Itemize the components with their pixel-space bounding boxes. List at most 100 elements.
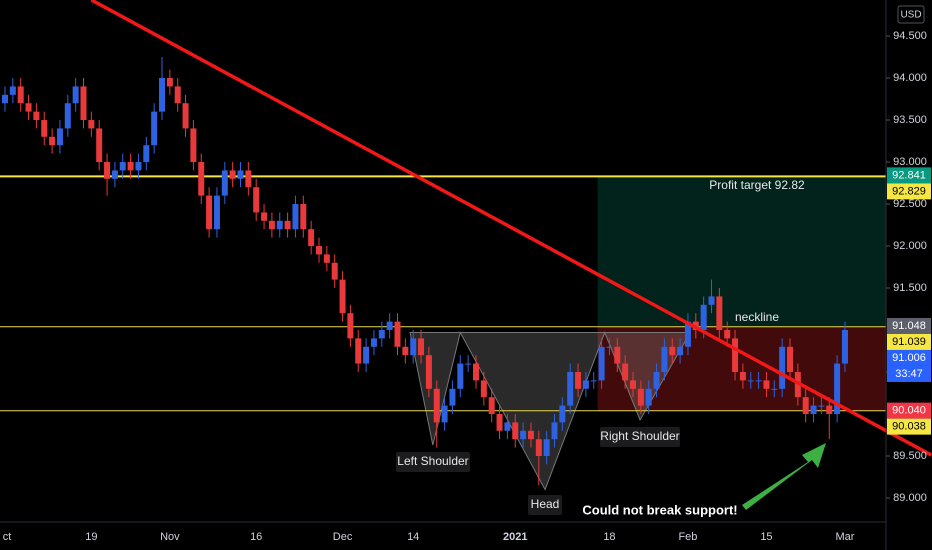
currency-box (897, 5, 925, 24)
trendline (90, 0, 932, 457)
candle-body (684, 321, 691, 347)
candle-body (378, 329, 385, 339)
candle-body (457, 363, 464, 389)
candle-body (559, 405, 566, 423)
candle-body (826, 405, 833, 414)
label-box (528, 495, 562, 515)
price-label-box (887, 183, 931, 200)
price-label-box (887, 418, 931, 435)
candle-body (747, 380, 754, 382)
right-shoulder-label: Right Shoulder (600, 429, 679, 443)
candle-body (527, 430, 534, 440)
y-tick-label: 91.500 (893, 282, 927, 294)
candle-body (245, 170, 252, 188)
left-shoulder-label: Left Shoulder (397, 454, 468, 468)
candle-body (614, 346, 621, 364)
candle-body (80, 86, 87, 121)
candle-body (598, 346, 605, 381)
candle-body (418, 338, 425, 356)
candle-body (488, 397, 495, 414)
candle-body (449, 388, 456, 406)
candle-body (818, 405, 825, 407)
price-label: 91.006 (892, 352, 926, 364)
support-label: Could not break support! (582, 502, 737, 517)
y-tick-label: 93.000 (893, 156, 927, 168)
candle-body (127, 162, 134, 171)
candle-body (119, 162, 126, 171)
candle-body (300, 204, 307, 230)
countdown: 33:47 (895, 368, 923, 380)
price-label-box (887, 402, 931, 419)
candle-body (425, 355, 432, 389)
candle-body (465, 363, 472, 365)
candle-body (480, 380, 487, 398)
candle-body (708, 296, 715, 305)
countdown-box (887, 365, 931, 382)
x-tick-label: 16 (250, 531, 262, 543)
x-tick-label: Mar (835, 531, 854, 543)
candle-body (276, 220, 283, 230)
price-label: 91.048 (892, 320, 926, 332)
price-label-box (887, 349, 931, 366)
candle-body (284, 220, 291, 230)
candle-body (386, 321, 393, 330)
candle-body (504, 422, 511, 431)
candle-body (206, 195, 213, 230)
candle-body (630, 380, 636, 389)
candle-body (159, 78, 165, 112)
label-box (600, 427, 680, 447)
candle-body (135, 162, 142, 171)
candle-body (512, 422, 519, 440)
candle-body (347, 313, 354, 339)
x-tick-label: Dec (333, 531, 353, 543)
candle-body (520, 430, 527, 440)
candle-body (2, 94, 8, 104)
target-zone (597, 176, 886, 327)
candle-body (779, 346, 786, 389)
candle-body (143, 145, 150, 163)
y-tick-label: 93.500 (893, 114, 927, 126)
price-label-box (887, 167, 931, 184)
candle-body (88, 120, 95, 129)
candle-body (17, 86, 24, 104)
candle-body (402, 346, 409, 356)
x-tick-label: ct (3, 531, 12, 543)
head-label: Head (531, 497, 560, 511)
x-tick-label: 2021 (503, 531, 527, 543)
y-tick-label: 89.500 (893, 450, 927, 462)
x-tick-label: Nov (160, 531, 180, 543)
x-tick-label: 14 (407, 531, 419, 543)
x-tick-label: 15 (760, 531, 772, 543)
candle-body (622, 363, 629, 381)
candle-body (841, 329, 848, 364)
candle-body (9, 86, 16, 95)
candle-body (787, 346, 793, 372)
candle-body (645, 388, 652, 406)
candle-body (25, 103, 32, 112)
candle-body (700, 304, 707, 330)
candle-body (182, 103, 189, 129)
candle-body (331, 262, 338, 280)
candle-body (575, 371, 582, 389)
candle-body (56, 128, 63, 146)
candle-body (535, 439, 542, 456)
label-box (396, 452, 470, 472)
candle-body (543, 439, 550, 456)
candle-body (370, 338, 377, 347)
candle-body (496, 413, 503, 431)
candle-body (72, 86, 79, 104)
candle-body (810, 405, 817, 414)
candle-body (653, 371, 660, 389)
price-label: 90.038 (892, 421, 926, 433)
candle-body (661, 346, 668, 372)
candle-body (174, 86, 181, 104)
candle-body (394, 321, 401, 347)
candle-body (763, 380, 770, 389)
price-label-box (887, 317, 931, 334)
candle-body (567, 371, 574, 406)
candle-body (268, 220, 275, 230)
candle-body (834, 363, 841, 414)
candle-body (606, 346, 613, 348)
candle-body (582, 380, 589, 389)
